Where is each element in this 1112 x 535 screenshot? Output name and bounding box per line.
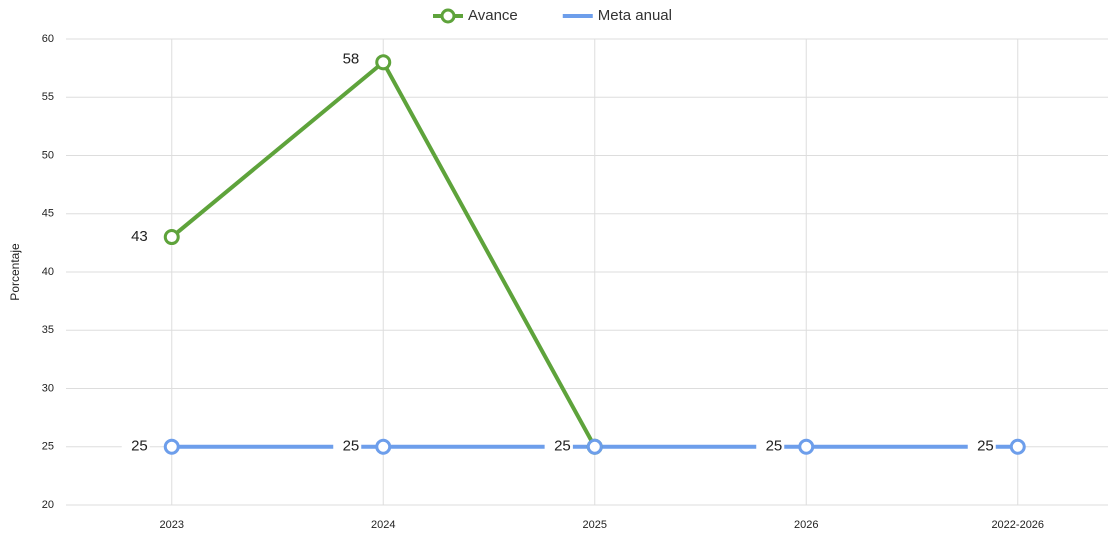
y-tick-label: 40 xyxy=(42,266,54,278)
point-marker xyxy=(586,438,603,455)
point-marker xyxy=(375,54,392,71)
data-label-bg xyxy=(756,437,785,456)
data-label: 25 xyxy=(343,438,360,455)
y-tick-label: 30 xyxy=(42,382,54,394)
legend-label: Meta anual xyxy=(598,7,672,24)
y-axis-label: Porcentaje xyxy=(8,243,22,301)
legend-label: Avance xyxy=(468,7,518,24)
y-tick-label: 20 xyxy=(42,499,54,511)
data-label-bg xyxy=(544,437,573,456)
data-label-bg xyxy=(333,53,362,72)
data-label-bg xyxy=(333,437,362,456)
data-label-bg xyxy=(967,437,996,456)
data-label: 58 xyxy=(343,50,360,67)
x-tick-label: 2024 xyxy=(371,519,395,531)
data-label-bg xyxy=(121,437,150,456)
x-tick-label: 2022-2026 xyxy=(991,519,1044,531)
data-label: 25 xyxy=(766,438,783,455)
y-tick-label: 45 xyxy=(42,208,54,220)
y-tick-label: 55 xyxy=(42,91,54,103)
legend-marker xyxy=(440,8,456,24)
x-tick-label: 2023 xyxy=(160,519,184,531)
y-tick-label: 60 xyxy=(42,33,54,45)
data-label: 25 xyxy=(977,438,994,455)
point-marker xyxy=(163,438,180,455)
point-marker xyxy=(1009,438,1026,455)
data-label: 43 xyxy=(131,228,148,245)
x-tick-label: 2026 xyxy=(794,519,818,531)
y-tick-label: 35 xyxy=(42,324,54,336)
point-marker xyxy=(163,229,180,246)
y-tick-label: 25 xyxy=(42,441,54,453)
point-marker xyxy=(375,438,392,455)
y-tick-label: 50 xyxy=(42,149,54,161)
data-label: 25 xyxy=(131,438,148,455)
data-label: 25 xyxy=(554,438,571,455)
data-label-bg xyxy=(121,228,150,247)
point-marker xyxy=(798,438,815,455)
x-tick-label: 2025 xyxy=(583,519,607,531)
